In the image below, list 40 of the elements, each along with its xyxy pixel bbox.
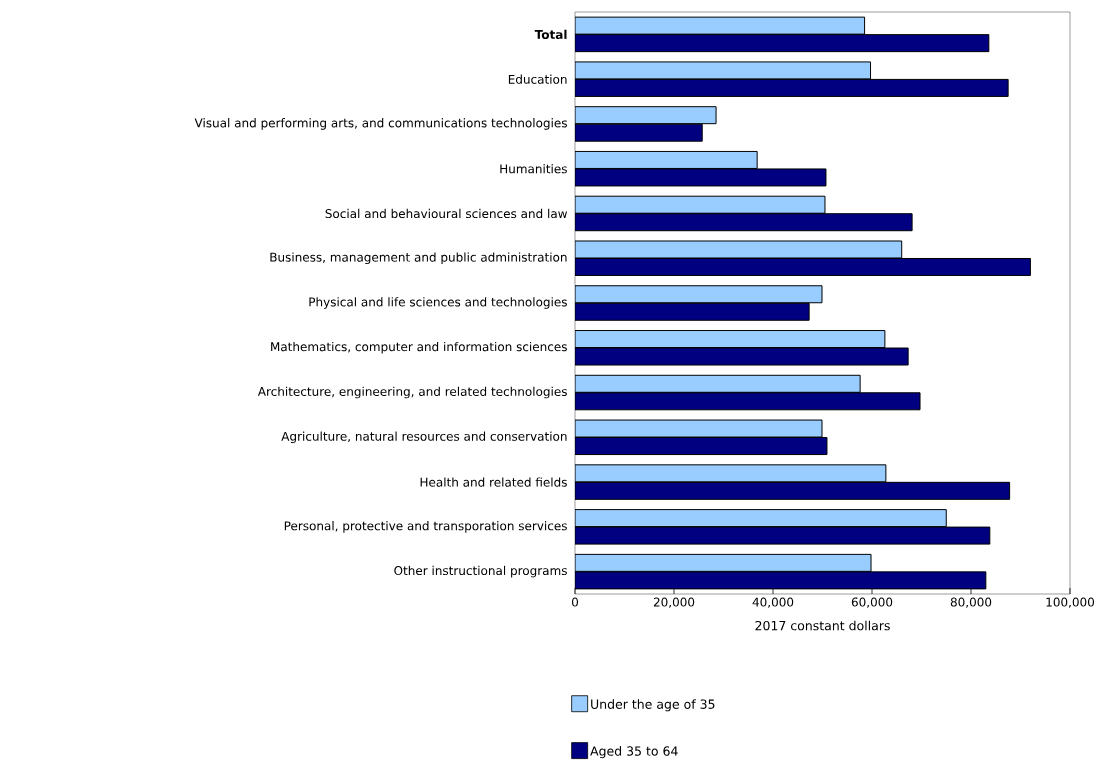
bar	[575, 437, 828, 456]
bar	[575, 257, 1031, 276]
x-tick-label: 100,000	[1046, 597, 1095, 608]
bar	[575, 34, 990, 53]
bar	[575, 481, 1011, 500]
x-tick-label: 40,000	[752, 597, 794, 608]
y-tick-label: Architecture, engineering, and related technologies	[257, 386, 567, 399]
y-tick-label: Social and behavioural sciences and law	[325, 208, 568, 219]
y-tick-label: Personal, protective and transporation services	[284, 521, 567, 533]
y-tick-label: Physical and life sciences and technologies	[309, 297, 567, 309]
bar	[575, 106, 717, 125]
y-tick-label: Visual and performing arts, and communications technologies	[194, 118, 567, 130]
bar	[575, 78, 1009, 97]
bar	[575, 374, 861, 393]
bar	[575, 123, 703, 142]
bar	[575, 285, 823, 304]
x-tick-label: 80,000	[950, 597, 992, 608]
bar	[575, 509, 947, 528]
y-tick-label: Health and related fields	[420, 477, 567, 487]
bar	[575, 302, 810, 321]
x-tick-label: 0	[571, 597, 579, 607]
x-axis-title: 2017 constant dollars	[755, 620, 890, 631]
bar	[575, 195, 826, 214]
y-tick-label: Humanities	[500, 164, 567, 174]
y-tick-label: Agriculture, natural resources and conservation	[281, 431, 567, 444]
bar	[575, 213, 913, 232]
y-tick-label: Education	[508, 74, 567, 84]
y-tick-label: Mathematics, computer and information sciences	[271, 341, 567, 354]
y-tick-label: Total	[534, 29, 567, 40]
bar	[575, 150, 758, 169]
y-tick-label: Other instructional programs	[394, 565, 567, 578]
legend-label: Under the age of 35	[591, 699, 715, 712]
x-tick-label: 60,000	[851, 597, 893, 608]
legend-label: Aged 35 to 64	[590, 746, 678, 759]
x-tick-label: 20,000	[653, 597, 695, 608]
y-tick-label: Business, management and public administration	[270, 252, 567, 265]
bar	[575, 392, 921, 411]
bar	[575, 553, 872, 572]
bar	[575, 464, 887, 483]
bar	[575, 330, 886, 349]
